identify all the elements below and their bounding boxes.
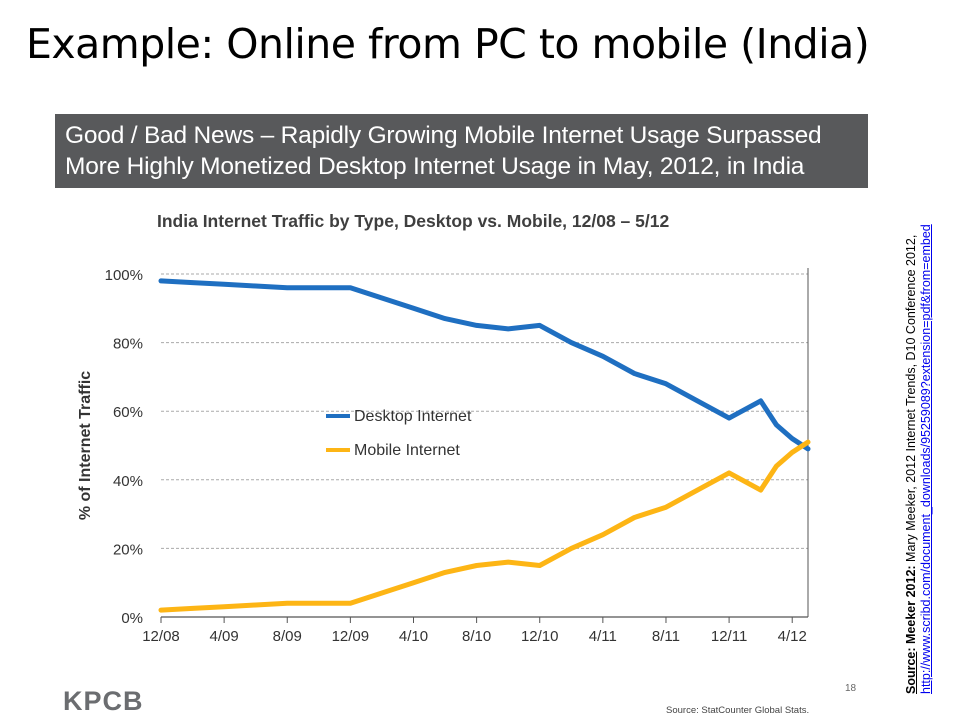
desktop-data-point [695,398,700,404]
mobile-data-point [600,532,606,537]
mobile-data-point [316,601,322,606]
banner-line-1: Good / Bad News – Rapidly Growing Mobile… [65,122,822,149]
legend-label-desktop: Desktop Internet [354,408,472,425]
desktop-data-point [632,371,637,376]
desktop-data-point [774,422,779,428]
mobile-data-point [158,607,164,613]
desktop-data-point [285,285,290,290]
desktop-data-point [411,306,416,311]
mobile-data-point [569,546,574,551]
x-tick-label: 4/09 [210,628,239,645]
mobile-data-point [663,505,669,510]
source-note-text: Mary Meeker, 2012 Internet Trends, D10 C… [904,234,918,566]
x-tick-label: 4/11 [589,628,617,645]
chart-title: India Internet Traffic by Type, Desktop … [157,211,670,231]
mobile-data-point [474,563,479,568]
desktop-data-point [505,326,511,332]
mobile-data-point [774,463,779,469]
mobile-data-point [695,487,700,493]
x-tick-label: 12/08 [142,628,180,645]
mobile-data-point [726,470,732,476]
desktop-data-point [190,280,195,285]
desktop-data-point [758,398,763,404]
desktop-data-point [600,354,606,359]
x-tick-label: 4/12 [778,628,807,645]
page-number: 18 [845,683,857,694]
desktop-data-point [805,446,811,452]
legend-label-mobile: Mobile Internet [354,442,460,459]
y-tick-label: 60% [113,404,143,421]
mobile-data-point [379,590,385,596]
y-tick-label: 20% [113,541,143,558]
desktop-data-point [790,436,795,441]
x-tick-label: 12/11 [711,628,747,645]
y-tick-label: 40% [113,473,143,490]
y-tick-label: 0% [121,610,143,627]
desktop-data-point [221,282,227,287]
kpcb-logo: KPCB [63,686,144,716]
mobile-data-point [537,563,542,568]
mobile-data-point [411,580,416,585]
desktop-data-point [348,285,353,290]
y-tick-label: 100% [105,267,143,284]
mobile-data-point [805,439,811,445]
desktop-data-point [537,323,542,328]
desktop-data-point [379,295,385,301]
x-tick-label: 12/09 [332,628,370,645]
desktop-data-point [253,283,258,289]
y-axis-label: % of Internet Traffic [77,371,94,520]
x-tick-label: 12/10 [521,628,559,645]
desktop-data-point [726,415,732,421]
source-note-label: Source [904,651,918,694]
desktop-data-point [316,285,322,290]
x-tick-label: 8/09 [273,628,302,645]
mobile-data-point [442,570,448,575]
desktop-data-point [158,278,164,284]
mobile-data-point [253,602,258,608]
mobile-data-point [348,601,353,606]
desktop-series-line [158,278,811,452]
mobile-data-point [190,606,195,611]
x-tick-label: 8/10 [462,628,491,645]
desktop-data-point [663,381,669,386]
mobile-data-point [790,450,795,455]
source-note-link[interactable]: http://www.scribd.com/document_downloads… [919,224,933,694]
x-tick-label: 8/11 [652,628,680,645]
desktop-data-point [569,340,574,345]
source-note: Source: Meeker 2012: Mary Meeker, 2012 I… [904,94,934,694]
headline-banner: Good / Bad News – Rapidly Growing Mobile… [55,114,868,188]
mobile-series-line [158,439,811,613]
mobile-data-point [505,559,511,565]
mobile-data-point [758,487,763,493]
chart-source-line: Source: StatCounter Global Stats. [666,705,810,716]
x-tick-label: 4/10 [399,628,428,645]
mobile-data-point [632,515,637,520]
desktop-data-point [474,323,479,328]
mobile-data-point [221,604,227,609]
source-note-prefix: : Meeker 2012: [904,565,918,652]
desktop-data-point [442,316,448,321]
y-tick-label: 80% [113,336,143,353]
banner-line-2: More Highly Monetized Desktop Internet U… [65,153,805,180]
slide-title: Example: Online from PC to mobile (India… [26,20,870,68]
mobile-data-point [285,601,290,606]
